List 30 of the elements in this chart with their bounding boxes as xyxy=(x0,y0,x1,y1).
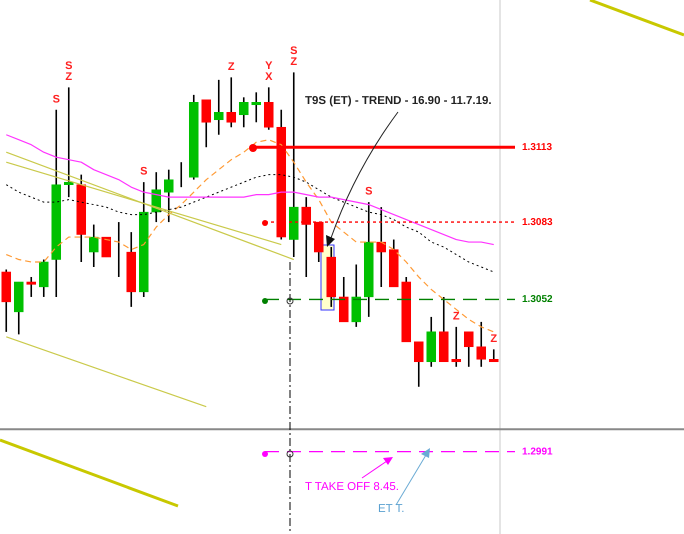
candlestick xyxy=(201,99,212,148)
text: S Z xyxy=(290,44,298,68)
text: Z xyxy=(490,332,498,345)
candlestick xyxy=(338,276,349,323)
candlestick xyxy=(264,86,274,131)
candlestick xyxy=(38,258,49,298)
annotation: T TAKE OFF 8.45. xyxy=(305,481,399,493)
text: S xyxy=(140,166,148,178)
candlestick xyxy=(351,264,362,328)
text: Z xyxy=(228,60,235,73)
y-tick-label: 1.2991 xyxy=(522,446,554,458)
text: Z xyxy=(452,310,460,322)
candlestick xyxy=(238,96,249,128)
y-tick-label: 1.3083 xyxy=(522,216,554,228)
candlestick xyxy=(414,341,424,388)
candlestick xyxy=(476,321,486,368)
annotation: T9S (ET) - TREND - 16.90 - 11.7.19. xyxy=(305,95,492,107)
annotation: ET T. xyxy=(378,503,404,515)
text: S xyxy=(365,186,372,198)
y-tick-label: 1.3052 xyxy=(522,294,554,306)
text: S Z xyxy=(65,60,72,83)
candlestick xyxy=(26,276,36,298)
candlestick xyxy=(226,76,236,128)
candlestick xyxy=(88,224,99,268)
text: S xyxy=(52,93,60,106)
y-tick-label: 1.3113 xyxy=(522,142,552,153)
line-series xyxy=(6,139,494,332)
text: Y X xyxy=(265,60,272,83)
candlestick xyxy=(214,79,224,136)
candlestick xyxy=(464,331,474,368)
